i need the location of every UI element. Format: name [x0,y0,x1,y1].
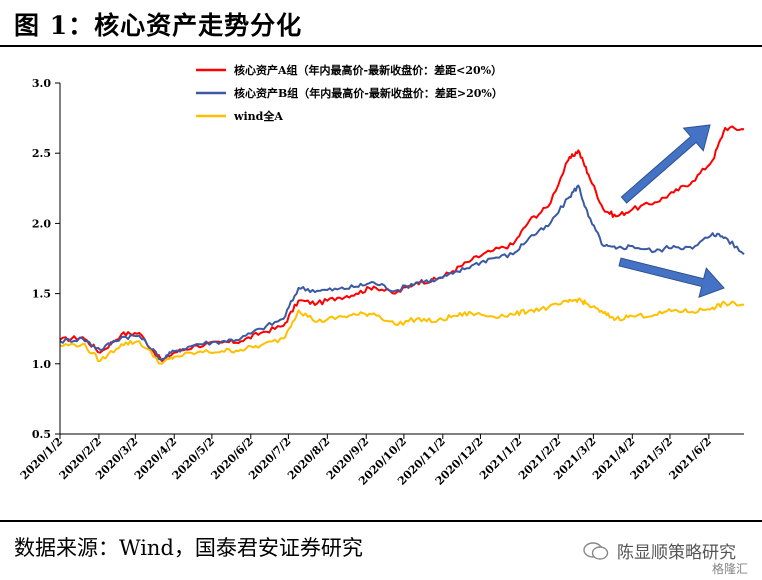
up-trend-arrow [620,124,711,204]
legend-label-3: wind全A [233,109,283,123]
legend-label-1: 核心资产A组（年内最高价-最新收盘价：差距<20%） [234,63,502,77]
legend-label-2: 核心资产B组（年内最高价-最新收盘价：差距>20%） [234,86,503,100]
y-tick-label: 2.5 [32,147,51,160]
watermark-brand: 格隆汇 [711,562,748,576]
y-tick-label: 1.0 [32,358,51,371]
series-line-2 [59,184,745,361]
wechat-watermark: 陈显顺策略研究 [583,538,736,563]
y-tick-label: 1.5 [32,288,51,301]
down-trend-arrow [618,257,725,299]
line-chart: 0.51.01.52.02.53.02020/1/22020/2/22020/3… [18,63,745,488]
top-rule [0,45,762,47]
wechat-icon [583,541,609,560]
y-tick-label: 2.0 [32,217,51,230]
y-tick-label: 3.0 [32,77,51,90]
series-line-1 [59,125,745,362]
data-source-note: 数据来源：Wind，国泰君安证券研究 [14,536,363,560]
series-line-3 [59,297,745,365]
watermark-account: 陈显顺策略研究 [617,543,736,563]
y-tick-label: 0.5 [32,428,51,441]
figure-title: 图 1：核心资产走势分化 [14,11,303,40]
bottom-rule [0,520,762,522]
x-tick-label: 2021/6/2 [667,435,714,482]
